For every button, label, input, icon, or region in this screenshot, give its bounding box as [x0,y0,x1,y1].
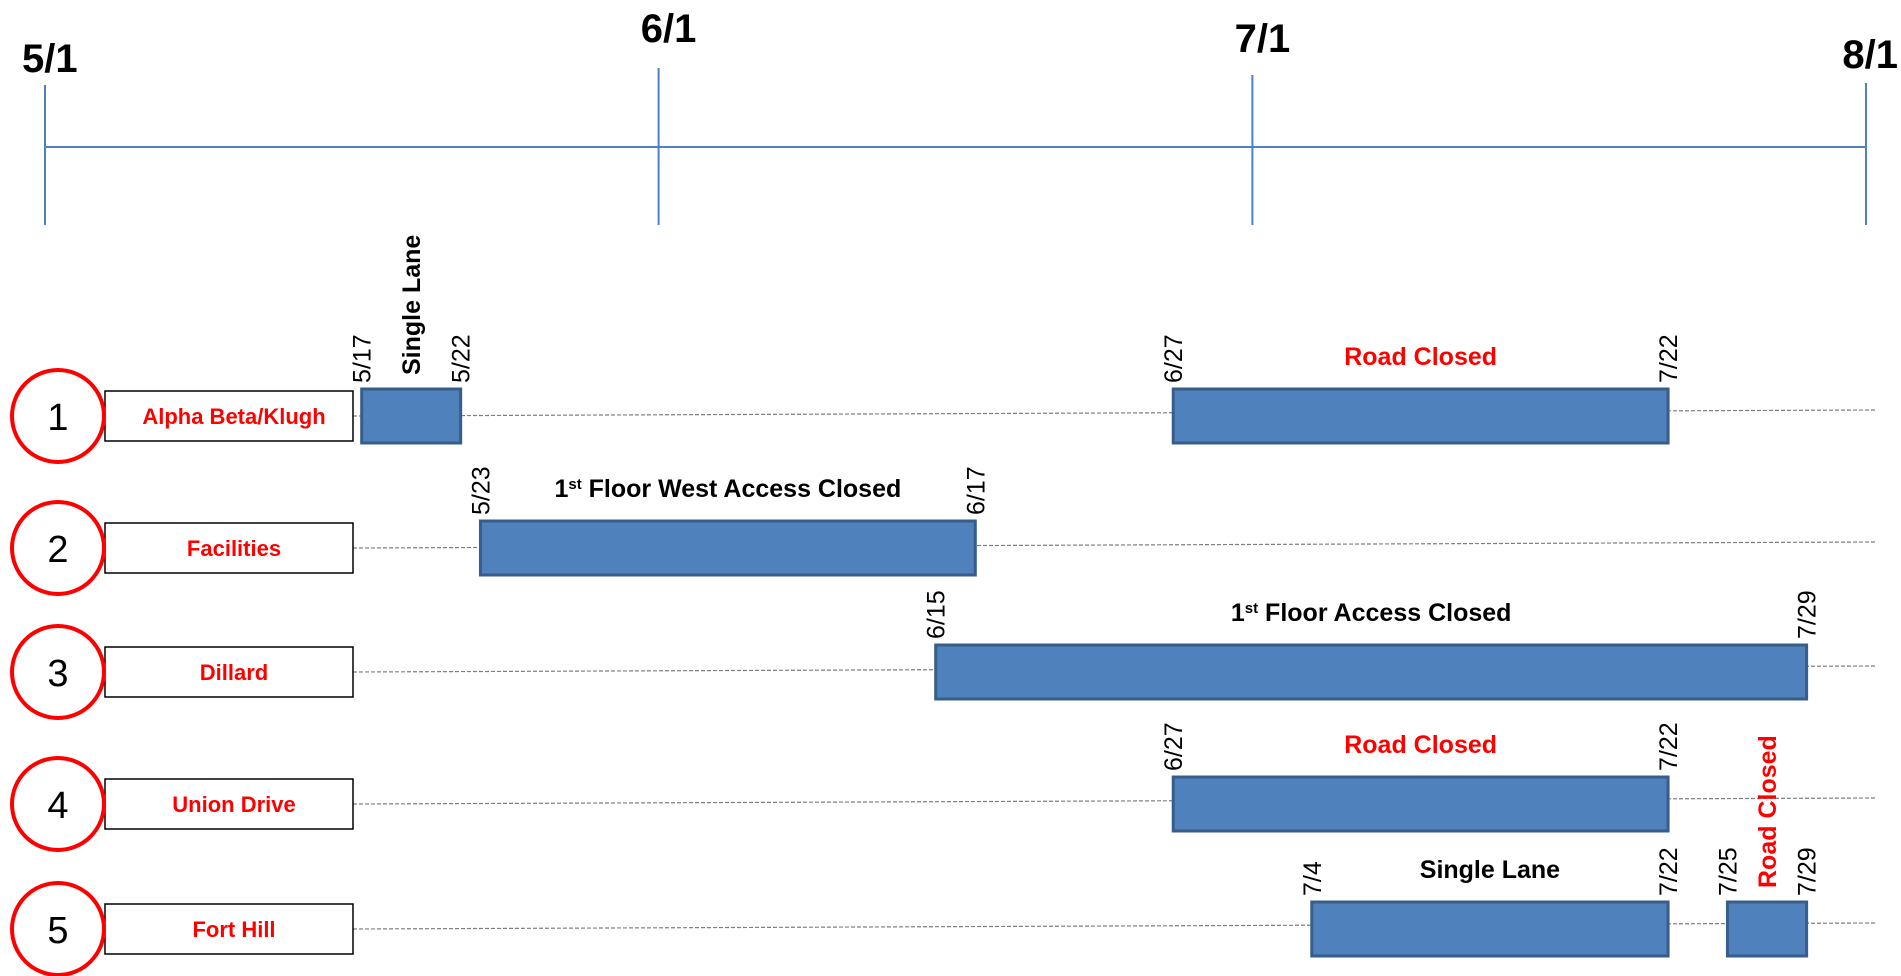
row-number-circle [10,368,106,464]
task-date-label: 7/4 [1299,861,1327,896]
axis-tick-label: 5/1 [22,37,78,81]
task-bar [934,643,1809,701]
row-number-circle [10,624,106,720]
annotation-superscript: st [568,476,581,493]
annotation-text: Floor West Access Closed [582,475,902,503]
task-date-label: 7/22 [1655,334,1683,383]
row-number-circle [10,881,106,976]
annotation-superscript: st [1245,600,1258,617]
row-name: Union Drive [172,792,295,817]
row-number-circle [10,500,106,596]
task-annotation: Road Closed [1344,731,1497,759]
annotation-text: Road Closed [1344,343,1497,371]
row-number: 3 [47,653,68,695]
task-date-label: 5/23 [467,466,495,515]
task-date-label: 5/17 [349,334,377,383]
annotation-text: Road Closed [1344,731,1497,759]
task-date-label: 6/27 [1160,334,1188,383]
task-annotation: 1st Floor West Access Closed [554,475,901,503]
task-bar [1171,387,1670,445]
row-name: Alpha Beta/Klugh [142,404,325,429]
task-date-label: 7/25 [1714,847,1742,896]
task-date-label: 7/22 [1655,722,1683,771]
task-annotation: Road Closed [1344,343,1497,371]
row-number: 5 [47,910,68,952]
row-number: 4 [47,785,68,827]
task-date-label: 6/15 [923,590,951,639]
task-date-label: 6/17 [962,466,990,515]
axis-tick-label: 7/1 [1235,17,1291,61]
task-bar [478,519,977,577]
annotation-text: 1 [554,475,568,503]
row-name: Facilities [187,536,281,561]
task-bar [1310,900,1670,958]
row-label-box [104,522,354,574]
task-date-label: 7/22 [1655,847,1683,896]
task-annotation: 1st Floor Access Closed [1231,599,1512,627]
annotation-text: Road Closed [1754,735,1782,888]
axis-tick-label: 8/1 [1842,33,1898,77]
task-annotation: Single Lane [1420,856,1560,884]
axis-tick-label: 6/1 [641,7,697,51]
annotation-text: Floor Access Closed [1258,599,1511,627]
task-date-label: 7/29 [1794,590,1822,639]
task-date-label: 7/29 [1794,847,1822,896]
row-label-box [104,778,354,830]
row-number: 2 [47,529,68,571]
annotation-text: Single Lane [1420,856,1560,884]
row-label-box [104,390,354,442]
row-name: Dillard [200,660,268,685]
task-date-label: 5/22 [448,334,476,383]
row-number: 1 [47,397,68,439]
task-date-label: 6/27 [1160,722,1188,771]
task-bar [360,387,463,445]
task-bar [1171,775,1670,833]
row-number-circle [10,756,106,852]
task-annotation: Single Lane [398,235,426,375]
row-name: Fort Hill [192,917,275,942]
annotation-text: Single Lane [398,235,426,375]
task-bar [1725,900,1809,958]
task-annotation: Road Closed [1754,735,1782,888]
annotation-text: 1 [1231,599,1245,627]
